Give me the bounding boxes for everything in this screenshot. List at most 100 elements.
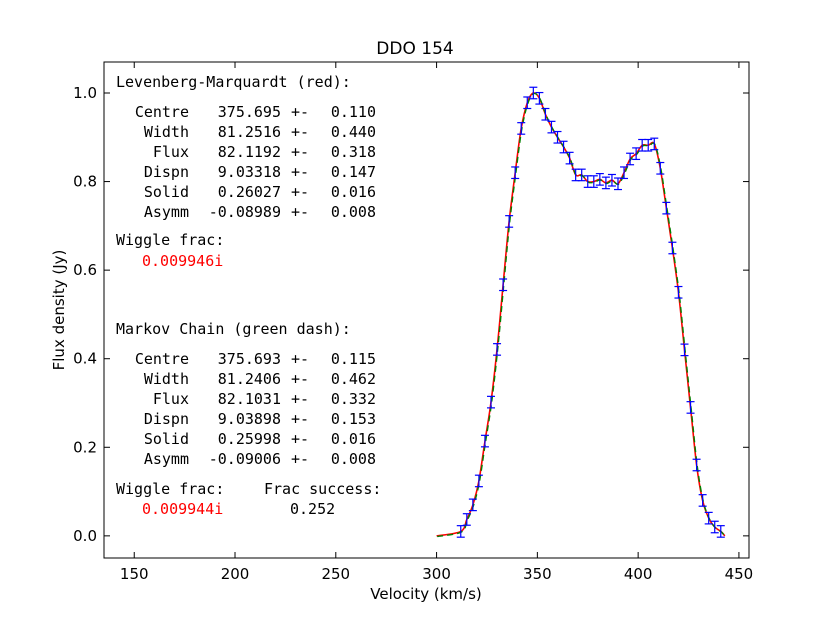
lm-wiggle-label: Wiggle frac:	[116, 231, 224, 249]
lm-row-label: Centre	[135, 103, 189, 121]
x-tick-label: 350	[523, 565, 552, 583]
fit-curves	[436, 92, 726, 538]
errorbar-point	[493, 343, 502, 356]
errorbar-point	[565, 151, 574, 165]
y-tick-label: 0.8	[73, 173, 97, 191]
lm-row-value: 9.03318	[218, 163, 281, 181]
mc-row-label: Asymm	[144, 450, 189, 468]
mc-row-err: 0.462	[331, 370, 376, 388]
errorbar-point	[499, 278, 508, 292]
mc-row-pm: +-	[291, 430, 309, 448]
errorbar-point	[517, 122, 526, 135]
lm-row-pm: +-	[291, 143, 309, 161]
mc-row-value: 81.2406	[218, 370, 281, 388]
errorbar-point	[511, 166, 520, 180]
lm-row-pm: +-	[291, 103, 309, 121]
lm-row-pm: +-	[291, 163, 309, 181]
x-tick-label: 300	[422, 565, 451, 583]
errorbar-point	[644, 138, 653, 152]
errorbar-point	[553, 130, 562, 144]
errorbar-point	[626, 152, 635, 166]
errorbar-point	[595, 173, 604, 186]
errorbar-point	[662, 201, 671, 215]
mc-wiggle-value: 0.009944i	[142, 500, 223, 518]
mc-row-pm: +-	[291, 410, 309, 428]
lm-row-value: 82.1192	[218, 143, 281, 161]
lm-row-label: Width	[144, 123, 189, 141]
mc-title: Markov Chain (green dash):	[116, 320, 351, 338]
data-errorbars	[456, 86, 725, 538]
errorbar-point	[601, 176, 610, 190]
plot-frame	[103, 61, 750, 559]
mc-frac-value: 0.252	[290, 500, 335, 518]
mc-row-value: -0.09006	[209, 450, 281, 468]
mc-row-label: Solid	[144, 430, 189, 448]
lm-row-label: Dispn	[144, 163, 189, 181]
lm-wiggle-value: 0.009946i	[142, 252, 223, 270]
errorbar-point	[589, 175, 598, 188]
errorbar-point	[474, 474, 483, 488]
y-axis: 0.0 0.2 0.4 0.6 0.8 1.0	[73, 84, 749, 545]
mc-row-value: 375.693	[218, 350, 281, 368]
errorbar-point	[547, 120, 556, 134]
mc-row-value: 0.25998	[218, 430, 281, 448]
y-tick-label: 0.2	[73, 438, 97, 456]
mc-frac-label: Frac success:	[264, 480, 381, 498]
x-tick-label: 250	[321, 565, 350, 583]
lm-row-value: 81.2516	[218, 123, 281, 141]
mc-row-label: Width	[144, 370, 189, 388]
errorbar-point	[577, 168, 586, 182]
errorbar-point	[692, 458, 701, 472]
errorbar-point	[710, 520, 719, 534]
errorbar-point	[632, 147, 641, 161]
mc-annotation: Markov Chain (green dash): Centre 375.693…	[116, 320, 381, 518]
errorbar-point	[680, 343, 689, 357]
errorbar-point	[716, 525, 725, 538]
lm-row-value: -0.08989	[209, 203, 281, 221]
x-tick-label: 200	[221, 565, 250, 583]
x-tick-label: 450	[725, 565, 754, 583]
lm-row-err: 0.008	[331, 203, 376, 221]
mc-row-label: Dispn	[144, 410, 189, 428]
errorbar-point	[668, 241, 677, 255]
mc-row-pm: +-	[291, 450, 309, 468]
errorbar-point	[674, 285, 683, 299]
chart-title: DDO 154	[376, 39, 453, 59]
lm-row-label: Flux	[153, 143, 189, 161]
lm-row-err: 0.318	[331, 143, 376, 161]
mc-row-err: 0.332	[331, 390, 376, 408]
errorbar-point	[462, 513, 471, 526]
lm-row-err: 0.016	[331, 183, 376, 201]
errorbar-point	[505, 215, 514, 228]
mc-row-err: 0.153	[331, 410, 376, 428]
mc-row-value: 82.1031	[218, 390, 281, 408]
errorbar-point	[529, 86, 538, 100]
mc-row-label: Centre	[135, 350, 189, 368]
y-tick-label: 0.4	[73, 350, 97, 368]
lm-row-label: Asymm	[144, 203, 189, 221]
errorbar-point	[480, 434, 489, 448]
errorbar-point	[686, 401, 695, 414]
errorbar-point	[468, 498, 477, 512]
errorbar-point	[620, 166, 629, 180]
errorbar-point	[523, 96, 532, 110]
mc-row-pm: +-	[291, 370, 309, 388]
errorbar-point	[650, 137, 659, 151]
lm-row-value: 375.695	[218, 103, 281, 121]
lm-row-label: Solid	[144, 183, 189, 201]
mc-row-pm: +-	[291, 390, 309, 408]
lm-row-err: 0.440	[331, 123, 376, 141]
mc-row-err: 0.016	[331, 430, 376, 448]
x-tick-label: 400	[624, 565, 653, 583]
errorbar-point	[656, 161, 665, 175]
lm-row-value: 0.26027	[218, 183, 281, 201]
x-tick-label: 150	[120, 565, 149, 583]
errorbar-point	[535, 91, 544, 105]
y-tick-label: 0.0	[73, 527, 97, 545]
mc-row-label: Flux	[153, 390, 189, 408]
lm-row-err: 0.147	[331, 163, 376, 181]
lm-row-pm: +-	[291, 203, 309, 221]
errorbar-point	[607, 173, 616, 187]
errorbar-point	[704, 511, 713, 525]
lm-annotation: Levenberg-Marquardt (red): Centre 375.695…	[116, 73, 376, 270]
